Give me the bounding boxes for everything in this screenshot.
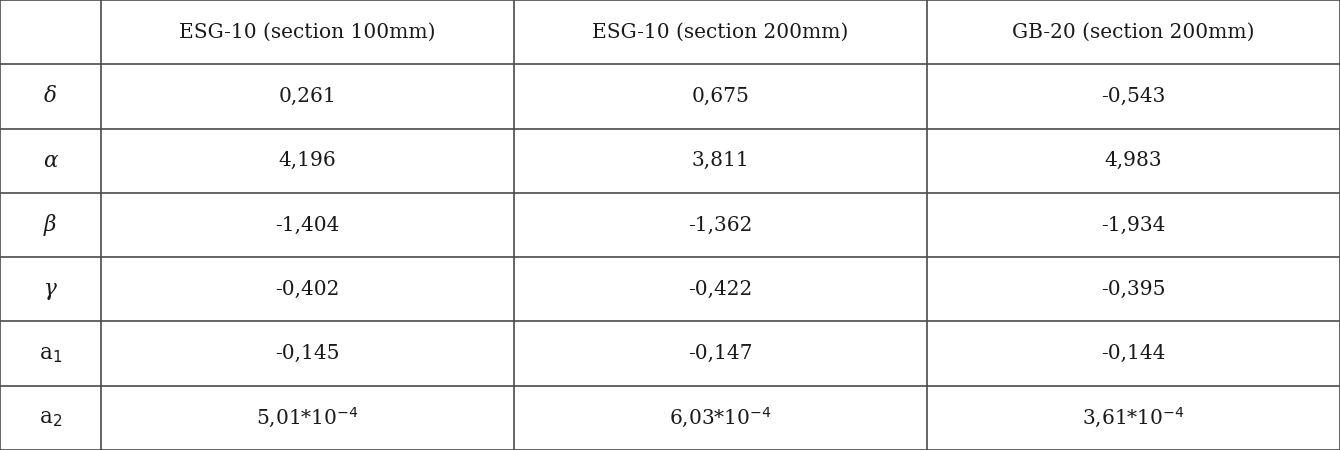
- Text: -1,404: -1,404: [275, 216, 339, 234]
- Text: -0,145: -0,145: [275, 344, 339, 363]
- Text: 3,811: 3,811: [691, 151, 749, 170]
- Text: α: α: [43, 150, 58, 172]
- Text: -1,362: -1,362: [687, 216, 752, 234]
- Text: 0,261: 0,261: [279, 87, 336, 106]
- Text: 5,01*10$^{-4}$: 5,01*10$^{-4}$: [256, 406, 358, 430]
- Text: δ: δ: [44, 86, 56, 108]
- Text: β: β: [44, 214, 56, 236]
- Text: -0,144: -0,144: [1101, 344, 1166, 363]
- Text: -0,147: -0,147: [687, 344, 753, 363]
- Text: GB-20 (section 200mm): GB-20 (section 200mm): [1012, 22, 1254, 42]
- Text: γ: γ: [44, 278, 56, 300]
- Text: 4,196: 4,196: [279, 151, 336, 170]
- Text: -0,422: -0,422: [687, 280, 752, 299]
- Text: -0,543: -0,543: [1101, 87, 1166, 106]
- Text: 3,61*10$^{-4}$: 3,61*10$^{-4}$: [1081, 406, 1185, 430]
- Text: 6,03*10$^{-4}$: 6,03*10$^{-4}$: [669, 406, 772, 430]
- Text: ESG-10 (section 200mm): ESG-10 (section 200mm): [592, 22, 848, 42]
- Text: a$_2$: a$_2$: [39, 407, 62, 429]
- Text: 4,983: 4,983: [1104, 151, 1162, 170]
- Text: -0,402: -0,402: [275, 280, 339, 299]
- Text: ESG-10 (section 100mm): ESG-10 (section 100mm): [178, 22, 436, 42]
- Text: a$_1$: a$_1$: [39, 342, 62, 364]
- Text: -0,395: -0,395: [1101, 280, 1166, 299]
- Text: 0,675: 0,675: [691, 87, 749, 106]
- Text: -1,934: -1,934: [1101, 216, 1166, 234]
